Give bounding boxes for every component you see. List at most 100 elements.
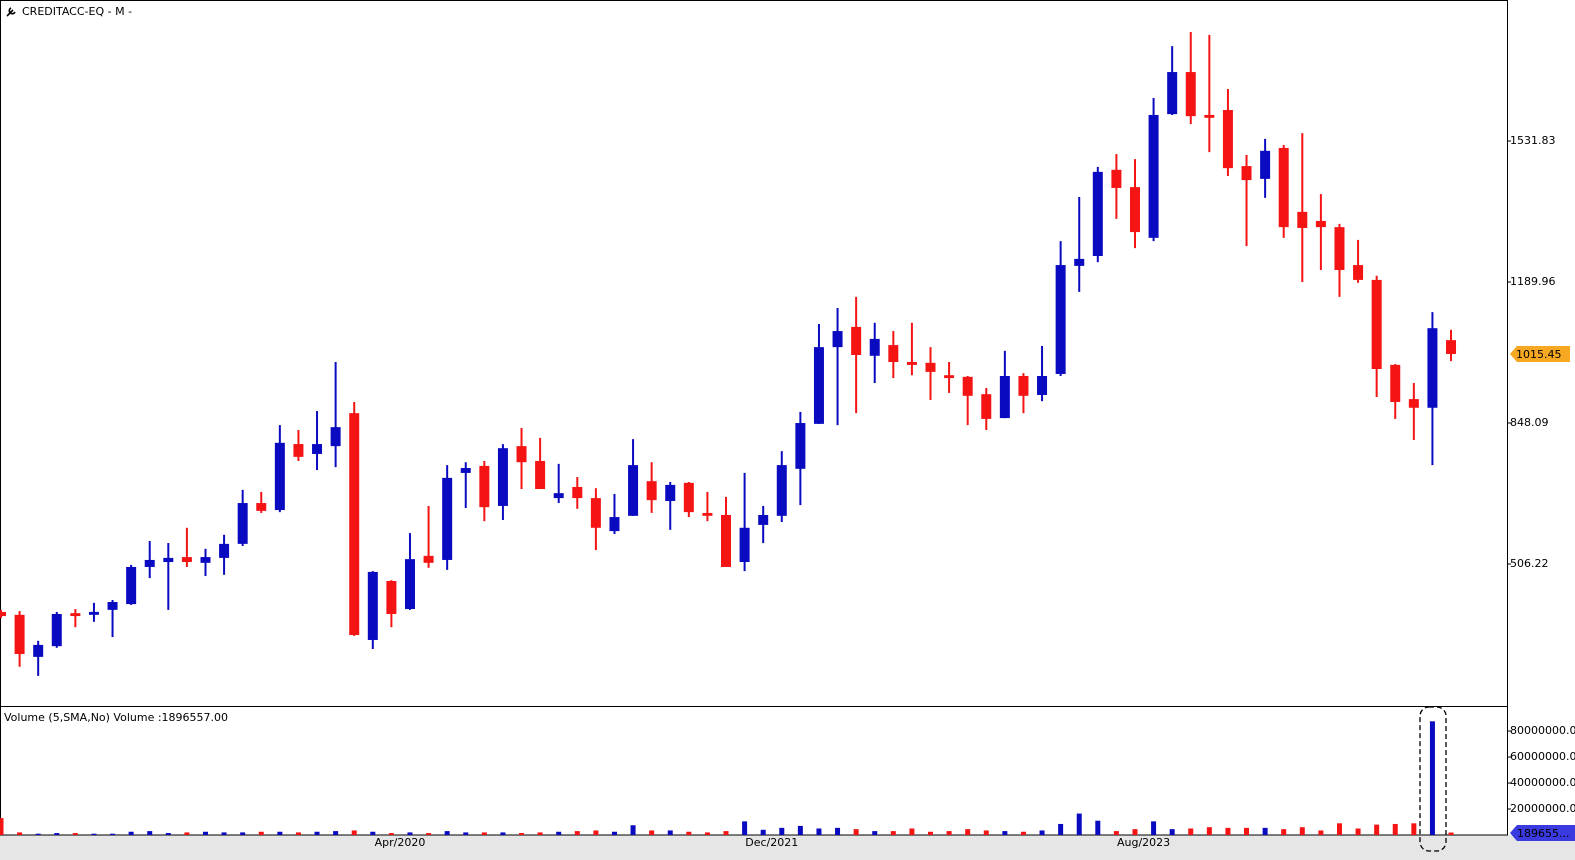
volume-bar — [1113, 831, 1119, 835]
volume-bar — [54, 833, 60, 835]
volume-bar — [760, 829, 766, 835]
volume-bar — [1188, 828, 1194, 835]
volume-bar — [1355, 828, 1361, 835]
volume-bar — [128, 831, 134, 835]
volume-bar — [1392, 823, 1398, 835]
volume-bar — [351, 830, 357, 835]
candle-body — [126, 566, 137, 605]
volume-bar — [797, 825, 803, 835]
candle-body — [1297, 211, 1308, 228]
volume-bar — [853, 829, 859, 835]
candle-body — [14, 614, 25, 654]
candle-body — [1371, 279, 1382, 370]
candle-body — [1222, 109, 1233, 169]
volume-bar — [1318, 830, 1324, 835]
volume-bar — [500, 832, 506, 835]
candle-body — [219, 543, 230, 558]
candle-body — [163, 557, 174, 563]
volume-bar — [1169, 829, 1175, 835]
candle-body — [256, 503, 267, 511]
candle-body — [1129, 187, 1140, 233]
candle-body — [1055, 265, 1066, 374]
y-tick-label: 506.22 — [1510, 557, 1549, 570]
x-tick-label: Apr/2020 — [375, 836, 426, 849]
candle-body — [1167, 72, 1178, 115]
candle-body — [200, 557, 211, 563]
volume-bar — [1262, 827, 1268, 835]
volume-bar — [686, 831, 692, 835]
candle-body — [572, 486, 583, 499]
candle-body — [144, 559, 155, 567]
candle-body — [312, 444, 323, 454]
volume-bar — [388, 833, 394, 835]
volume-bar — [91, 833, 97, 835]
volume-bar — [1151, 821, 1157, 835]
candle-body — [33, 644, 44, 657]
wrench-icon — [6, 7, 16, 17]
candle-body — [70, 613, 81, 617]
candle-body — [1278, 147, 1289, 228]
volume-bar — [333, 831, 339, 835]
volume-bar — [1225, 827, 1231, 835]
candle-body — [609, 517, 620, 532]
candle-body — [293, 444, 304, 457]
y-tick-label: 60000000.0 — [1510, 750, 1575, 763]
volume-bar — [574, 831, 580, 835]
candle-body — [497, 448, 508, 506]
volume-bar — [519, 833, 525, 835]
volume-bar — [165, 833, 171, 835]
volume-bar — [35, 833, 41, 835]
candle-body — [367, 571, 378, 640]
volume-title: Volume (5,SMA,No) Volume :1896557.00 — [4, 711, 228, 724]
candle-body — [1260, 150, 1271, 179]
candle-body — [758, 515, 769, 525]
candle-body — [1185, 72, 1196, 117]
candle-body — [0, 611, 6, 617]
candle-body — [1018, 376, 1029, 396]
volume-bar — [407, 832, 413, 835]
last-volume-tag — [1510, 825, 1575, 841]
volume-bar — [221, 832, 227, 835]
volume-bar — [742, 821, 748, 835]
candle-body — [237, 503, 248, 544]
volume-bar — [723, 831, 729, 835]
volume-bar — [1281, 829, 1287, 835]
y-tick-label: 1531.83 — [1510, 134, 1556, 147]
candle-body — [721, 515, 732, 567]
candle-body — [813, 347, 824, 424]
last-price-tag — [1510, 345, 1570, 362]
volume-bar — [110, 833, 116, 835]
y-tick-label: 848.09 — [1510, 416, 1549, 429]
volume-bar — [983, 830, 989, 835]
candle-body — [349, 413, 360, 636]
candle-body — [386, 580, 397, 614]
volume-bar — [426, 833, 432, 835]
volume-bar — [370, 831, 376, 835]
candle-body — [1408, 399, 1419, 408]
candle-body — [739, 527, 750, 563]
volume-bar — [147, 831, 153, 835]
candle-body — [404, 559, 415, 610]
candle-body — [107, 602, 118, 610]
volume-bar — [202, 831, 208, 835]
candle-body — [181, 557, 192, 563]
candle-body — [1446, 340, 1457, 354]
volume-bar — [1020, 831, 1026, 835]
volume-bar — [1132, 829, 1138, 835]
chart-title: CREDITACC-EQ - M - — [22, 5, 132, 18]
candle-body — [553, 493, 564, 499]
volume-bar — [1095, 820, 1101, 835]
volume-bar — [1299, 827, 1305, 835]
candle-body — [1092, 171, 1103, 256]
volume-bar — [1058, 823, 1064, 835]
volume-bar — [704, 832, 710, 835]
volume-bar — [1244, 827, 1250, 835]
x-tick-label: Dec/2021 — [745, 836, 798, 849]
volume-bar — [965, 829, 971, 835]
candle-body — [665, 484, 676, 501]
candle-body — [869, 338, 880, 356]
candle-body — [51, 613, 62, 647]
y-tick-label: 1189.96 — [1510, 275, 1556, 288]
last-volume-label: 189655... — [1517, 827, 1569, 840]
